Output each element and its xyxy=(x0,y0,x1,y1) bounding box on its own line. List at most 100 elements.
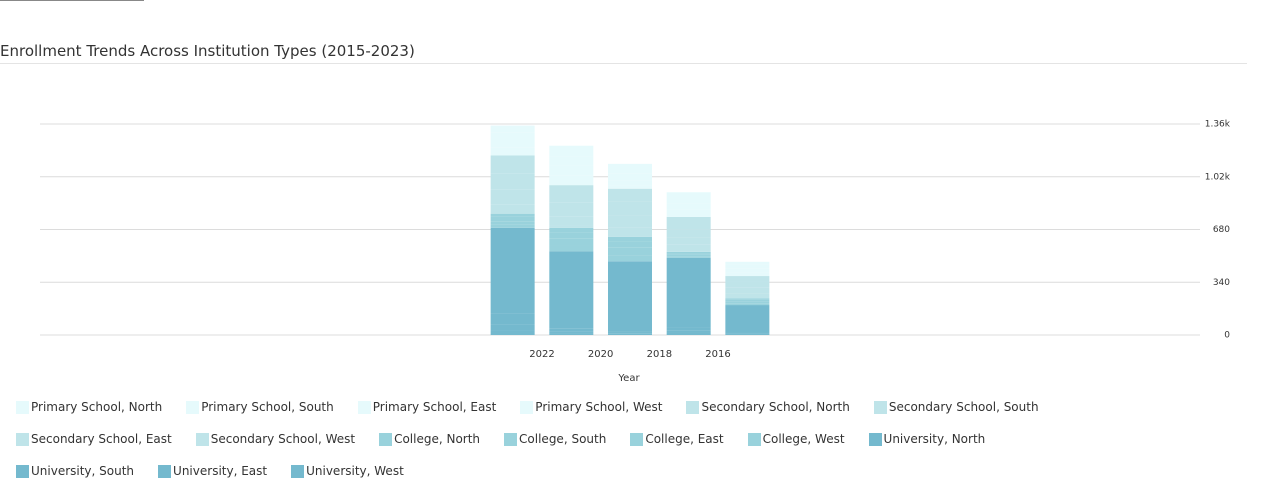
bar-segment xyxy=(549,166,593,175)
bar-segment xyxy=(549,202,593,216)
page: Enrollment Trends Across Institution Typ… xyxy=(0,0,1280,454)
bar-segment xyxy=(725,305,769,333)
legend-swatch xyxy=(686,401,699,414)
legend-swatch xyxy=(379,433,392,446)
bar-segment xyxy=(667,252,711,253)
bar-segment xyxy=(549,146,593,157)
bar-segment xyxy=(608,261,652,331)
bar-segment xyxy=(667,245,711,252)
legend-item[interactable]: College, East xyxy=(630,430,723,448)
bar-segment xyxy=(608,248,652,255)
legend-item[interactable]: Primary School, South xyxy=(186,398,334,416)
bar-segment xyxy=(549,185,593,202)
x-tick-label: 2022 xyxy=(529,349,554,360)
legend-swatch xyxy=(358,401,371,414)
legend-label: Secondary School, South xyxy=(889,400,1039,414)
legend-item[interactable]: Secondary School, East xyxy=(16,430,172,448)
legend-item[interactable]: University, West xyxy=(291,462,404,480)
legend: Primary School, North Primary School, Sou… xyxy=(16,398,1126,480)
bar-segment xyxy=(608,215,652,228)
bar-segment xyxy=(491,155,535,173)
bar-segment xyxy=(549,332,593,334)
bar-segment xyxy=(549,329,593,332)
legend-label: University, North xyxy=(884,432,986,446)
bar-segment xyxy=(725,265,769,269)
bar-segment xyxy=(608,228,652,237)
legend-item[interactable]: College, North xyxy=(379,430,480,448)
bar-segment xyxy=(491,314,535,325)
legend-label: Primary School, West xyxy=(535,400,662,414)
legend-label: College, North xyxy=(394,432,480,446)
legend-item[interactable]: Primary School, East xyxy=(358,398,497,416)
bar-segment xyxy=(667,203,711,209)
legend-item[interactable]: Secondary School, South xyxy=(874,398,1039,416)
legend-swatch xyxy=(630,433,643,446)
legend-label: Primary School, North xyxy=(31,400,162,414)
bar-segment xyxy=(491,217,535,222)
legend-swatch xyxy=(504,433,517,446)
bar-segment xyxy=(667,255,711,257)
bar-segment xyxy=(491,214,535,217)
bar-segment xyxy=(667,253,711,255)
bar-segment xyxy=(491,325,535,331)
y-tick-label: 1.02k xyxy=(1205,172,1231,182)
bar-segment xyxy=(725,288,769,293)
legend-swatch xyxy=(158,465,171,478)
bar-segment xyxy=(549,216,593,225)
legend-item[interactable]: Primary School, West xyxy=(520,398,662,416)
y-tick-label: 680 xyxy=(1213,225,1230,235)
bar-segment xyxy=(549,157,593,166)
bar-segment xyxy=(608,242,652,248)
bar-segment xyxy=(667,328,711,331)
bar-segment xyxy=(608,186,652,189)
bar-segment xyxy=(608,181,652,186)
legend-item[interactable]: Primary School, North xyxy=(16,398,162,416)
legend-item[interactable]: Secondary School, North xyxy=(686,398,849,416)
legend-label: College, East xyxy=(645,432,723,446)
bar-segment xyxy=(667,192,711,198)
legend-label: Primary School, South xyxy=(201,400,334,414)
y-tick-label: 1.36k xyxy=(1205,120,1231,130)
legend-label: College, South xyxy=(519,432,606,446)
legend-label: Secondary School, West xyxy=(211,432,355,446)
legend-item[interactable]: University, South xyxy=(16,462,134,480)
legend-label: Secondary School, North xyxy=(701,400,849,414)
bar-segment xyxy=(725,262,769,265)
bar-segment xyxy=(608,331,652,333)
x-tick-label: 2016 xyxy=(705,349,730,360)
bar-segment xyxy=(667,217,711,229)
legend-item[interactable]: Secondary School, West xyxy=(196,430,355,448)
bar-segment xyxy=(725,302,769,304)
legend-label: University, East xyxy=(173,464,267,478)
legend-item[interactable]: College, South xyxy=(504,430,606,448)
x-tick-label: 2018 xyxy=(647,349,672,360)
bar-segment xyxy=(667,209,711,217)
bar-segment xyxy=(667,333,711,335)
legend-item[interactable]: University, East xyxy=(158,462,267,480)
bar-segment xyxy=(491,132,535,140)
bar-segment xyxy=(608,173,652,181)
legend-swatch xyxy=(520,401,533,414)
x-tick-label: 2020 xyxy=(588,349,613,360)
legend-swatch xyxy=(869,433,882,446)
bar-segment xyxy=(608,334,652,335)
legend-item[interactable]: College, West xyxy=(748,430,845,448)
x-axis-label: Year xyxy=(617,373,640,384)
bar-segment xyxy=(491,126,535,133)
bar-segment xyxy=(608,237,652,242)
bar-segment xyxy=(549,333,593,335)
bar-segment xyxy=(667,331,711,333)
bar-segment xyxy=(549,251,593,329)
bar-segment xyxy=(491,224,535,227)
legend-item[interactable]: University, North xyxy=(869,430,986,448)
legend-label: College, West xyxy=(763,432,845,446)
y-tick-label: 0 xyxy=(1224,331,1230,341)
bar-segment xyxy=(549,175,593,185)
bar-segment xyxy=(549,228,593,233)
legend-swatch xyxy=(16,465,29,478)
legend-swatch xyxy=(291,465,304,478)
legend-swatch xyxy=(16,433,29,446)
bar-segment xyxy=(549,225,593,227)
bar-segment xyxy=(608,164,652,173)
bar-segment xyxy=(608,333,652,334)
